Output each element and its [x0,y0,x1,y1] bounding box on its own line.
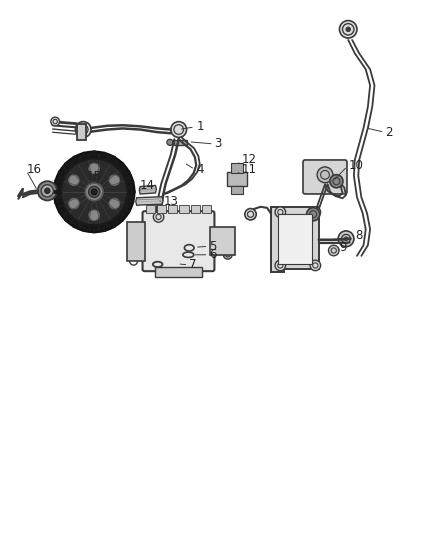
Text: 13: 13 [164,195,179,208]
Circle shape [275,207,286,217]
Text: 15: 15 [87,171,102,183]
Polygon shape [110,156,116,163]
Circle shape [346,27,350,31]
Circle shape [109,175,120,185]
Polygon shape [64,215,71,222]
Polygon shape [73,221,78,228]
Bar [231,185,243,193]
Circle shape [54,151,134,232]
Polygon shape [130,190,135,194]
Circle shape [245,208,256,220]
Polygon shape [136,197,163,205]
Text: 16: 16 [27,163,42,176]
Text: 14: 14 [139,179,154,192]
Bar [77,124,86,140]
Circle shape [223,251,232,259]
Text: 8: 8 [356,229,363,242]
Text: 6: 6 [209,248,217,261]
Circle shape [167,139,173,146]
Circle shape [109,198,120,209]
Polygon shape [64,162,71,168]
Polygon shape [82,152,87,158]
Circle shape [75,122,91,138]
Bar [157,205,166,213]
Polygon shape [54,180,60,185]
Polygon shape [58,207,65,213]
Circle shape [69,198,79,209]
Bar [231,163,243,173]
Text: 5: 5 [209,240,217,253]
Polygon shape [124,207,130,213]
Text: 4: 4 [196,163,204,176]
Circle shape [171,122,187,138]
Polygon shape [117,162,124,168]
Circle shape [187,246,191,249]
Circle shape [310,260,321,271]
Polygon shape [82,225,87,232]
Circle shape [41,184,53,197]
Polygon shape [110,221,116,228]
Circle shape [153,212,164,222]
Bar [227,172,247,185]
Circle shape [85,183,103,201]
Circle shape [338,231,354,247]
Polygon shape [117,215,124,222]
Bar [210,227,236,255]
Text: 12: 12 [242,154,257,166]
Circle shape [275,260,286,271]
Circle shape [89,210,99,221]
Text: 7: 7 [189,259,197,271]
Polygon shape [54,199,60,204]
Circle shape [330,175,343,188]
Circle shape [89,163,99,174]
Polygon shape [73,156,78,163]
Circle shape [45,188,50,193]
Circle shape [307,208,320,221]
Polygon shape [139,185,156,194]
Bar [127,222,145,261]
Circle shape [328,245,339,256]
Circle shape [339,21,357,38]
Text: 3: 3 [215,138,222,150]
Polygon shape [271,207,319,272]
Bar [202,205,212,213]
Polygon shape [58,171,65,176]
FancyBboxPatch shape [142,211,215,271]
Bar [155,267,202,277]
Polygon shape [128,199,134,204]
Circle shape [310,207,321,217]
Polygon shape [53,190,59,194]
Bar [174,140,187,145]
Circle shape [92,189,97,195]
Circle shape [344,237,348,240]
Circle shape [51,117,60,126]
Bar [180,205,189,213]
Text: 2: 2 [385,126,393,139]
Polygon shape [278,214,312,264]
Circle shape [317,167,333,183]
Polygon shape [92,227,96,233]
FancyBboxPatch shape [303,160,347,194]
Text: 9: 9 [339,241,347,254]
Text: 10: 10 [348,159,363,172]
Bar [168,205,177,213]
Polygon shape [92,151,96,157]
Polygon shape [101,152,106,158]
Polygon shape [128,180,134,185]
Bar [191,205,200,213]
Circle shape [61,159,127,225]
Circle shape [69,175,79,185]
Polygon shape [124,171,130,176]
Circle shape [88,186,100,198]
Text: 1: 1 [196,120,204,133]
Circle shape [38,181,57,200]
Text: 11: 11 [242,163,257,176]
Polygon shape [101,225,106,232]
Bar [145,205,155,213]
